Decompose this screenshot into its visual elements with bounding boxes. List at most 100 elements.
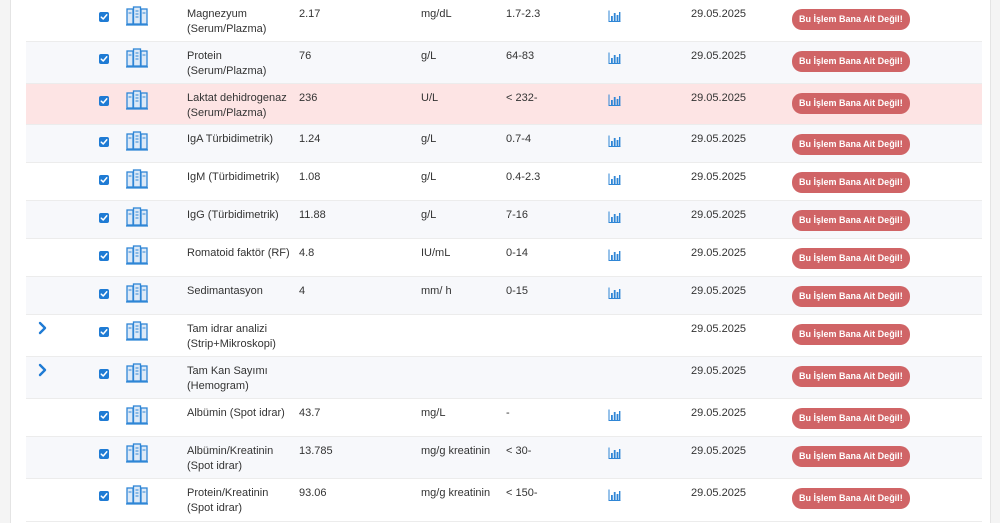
document-stack-icon[interactable] [126,485,148,505]
test-result: 236 [299,92,318,104]
test-result: 4.8 [299,247,315,259]
test-result: 76 [299,50,312,62]
test-name: IgA Türbidimetrik) [187,133,273,145]
not-mine-button[interactable]: Bu İşlem Bana Ait Değil! [792,446,910,467]
result-date: 29.05.2025 [691,133,747,145]
bar-chart-icon[interactable] [608,10,621,22]
result-date: 29.05.2025 [691,171,747,183]
reference-range: 0.7-4 [506,133,532,145]
test-unit: g/L [421,209,437,221]
bar-chart-icon[interactable] [608,447,621,459]
checkbox-checked-icon[interactable] [99,175,109,185]
not-mine-button[interactable]: Bu İşlem Bana Ait Değil! [792,134,910,155]
table-row: Albümin/Kreatinin (Spot idrar) 13.785 mg/g… [26,437,982,479]
reference-range: 0-14 [506,247,529,259]
checkbox-checked-icon[interactable] [99,449,109,459]
result-date: 29.05.2025 [691,92,747,104]
bar-chart-icon[interactable] [608,409,621,421]
result-date: 29.05.2025 [691,407,747,419]
test-unit: mg/g kreatinin [421,487,491,499]
result-date: 29.05.2025 [691,323,747,335]
bar-chart-icon[interactable] [608,94,621,106]
not-mine-button[interactable]: Bu İşlem Bana Ait Değil! [792,286,910,307]
test-result: 1.08 [299,171,321,183]
not-mine-button[interactable]: Bu İşlem Bana Ait Değil! [792,172,910,193]
reference-range: 1.7-2.3 [506,8,541,20]
bar-chart-icon[interactable] [608,489,621,501]
not-mine-button[interactable]: Bu İşlem Bana Ait Değil! [792,324,910,345]
test-unit: mm/ h [421,285,452,297]
bar-chart-icon[interactable] [608,249,621,261]
bar-chart-icon[interactable] [608,173,621,185]
result-date: 29.05.2025 [691,445,747,457]
bar-chart-icon[interactable] [608,287,621,299]
table-row: IgM (Türbidimetrik) 1.08 g/L 0.4-2.3 29.05.2… [26,163,982,201]
chevron-right-icon[interactable] [36,321,50,335]
table-row: Tam idrar analizi (Strip+Mikroskopi) 29.0… [26,315,982,357]
test-unit: mg/g kreatinin [421,445,491,457]
document-stack-icon[interactable] [126,245,148,265]
checkbox-checked-icon[interactable] [99,12,109,22]
test-name: Tam idrar analizi (Strip+Mikroskopi) [187,323,276,350]
checkbox-checked-icon[interactable] [99,96,109,106]
test-name: IgM (Türbidimetrik) [187,171,280,183]
test-unit: IU/mL [421,247,451,259]
test-name: Laktat dehidrogenaz (Serum/Plazma) [187,92,287,119]
document-stack-icon[interactable] [126,207,148,227]
table-row: IgG (Türbidimetrik) 11.88 g/L 7-16 29.05.202… [26,201,982,239]
not-mine-button[interactable]: Bu İşlem Bana Ait Değil! [792,51,910,72]
checkbox-checked-icon[interactable] [99,411,109,421]
checkbox-checked-icon[interactable] [99,491,109,501]
checkbox-checked-icon[interactable] [99,251,109,261]
document-stack-icon[interactable] [126,405,148,425]
document-stack-icon[interactable] [126,48,148,68]
document-stack-icon[interactable] [126,131,148,151]
document-stack-icon[interactable] [126,363,148,383]
chevron-right-icon[interactable] [36,363,50,377]
not-mine-button[interactable]: Bu İşlem Bana Ait Değil! [792,248,910,269]
checkbox-checked-icon[interactable] [99,213,109,223]
test-name: Romatoid faktör (RF) [187,247,290,259]
not-mine-button[interactable]: Bu İşlem Bana Ait Değil! [792,9,910,30]
not-mine-button[interactable]: Bu İşlem Bana Ait Değil! [792,93,910,114]
table-row: Tam Kan Sayımı (Hemogram) 29.05.2025 Bu İş… [26,357,982,399]
reference-range: - [506,407,510,419]
document-stack-icon[interactable] [126,6,148,26]
checkbox-checked-icon[interactable] [99,289,109,299]
document-stack-icon[interactable] [126,443,148,463]
test-name: Tam Kan Sayımı (Hemogram) [187,365,268,392]
result-date: 29.05.2025 [691,487,747,499]
checkbox-checked-icon[interactable] [99,369,109,379]
test-name: Protein (Serum/Plazma) [187,50,267,77]
result-date: 29.05.2025 [691,8,747,20]
result-date: 29.05.2025 [691,50,747,62]
reference-range: < 30- [506,445,532,457]
test-unit: g/L [421,171,437,183]
test-result: 1.24 [299,133,321,145]
document-stack-icon[interactable] [126,169,148,189]
result-date: 29.05.2025 [691,209,747,221]
results-table: Magnezyum (Serum/Plazma) 2.17 mg/dL 1.7-2.3… [26,0,982,522]
bar-chart-icon[interactable] [608,52,621,64]
test-name: IgG (Türbidimetrik) [187,209,279,221]
not-mine-button[interactable]: Bu İşlem Bana Ait Değil! [792,488,910,509]
result-date: 29.05.2025 [691,365,747,377]
not-mine-button[interactable]: Bu İşlem Bana Ait Değil! [792,408,910,429]
checkbox-checked-icon[interactable] [99,327,109,337]
test-result: 4 [299,285,306,297]
not-mine-button[interactable]: Bu İşlem Bana Ait Değil! [792,210,910,231]
bar-chart-icon[interactable] [608,135,621,147]
test-name: Sedimantasyon [187,285,263,297]
test-unit: U/L [421,92,439,104]
reference-range: 64-83 [506,50,535,62]
document-stack-icon[interactable] [126,283,148,303]
reference-range: 0.4-2.3 [506,171,541,183]
checkbox-checked-icon[interactable] [99,54,109,64]
not-mine-button[interactable]: Bu İşlem Bana Ait Değil! [792,366,910,387]
reference-range: 7-16 [506,209,529,221]
bar-chart-icon[interactable] [608,211,621,223]
checkbox-checked-icon[interactable] [99,137,109,147]
document-stack-icon[interactable] [126,321,148,341]
test-unit: g/L [421,133,437,145]
document-stack-icon[interactable] [126,90,148,110]
